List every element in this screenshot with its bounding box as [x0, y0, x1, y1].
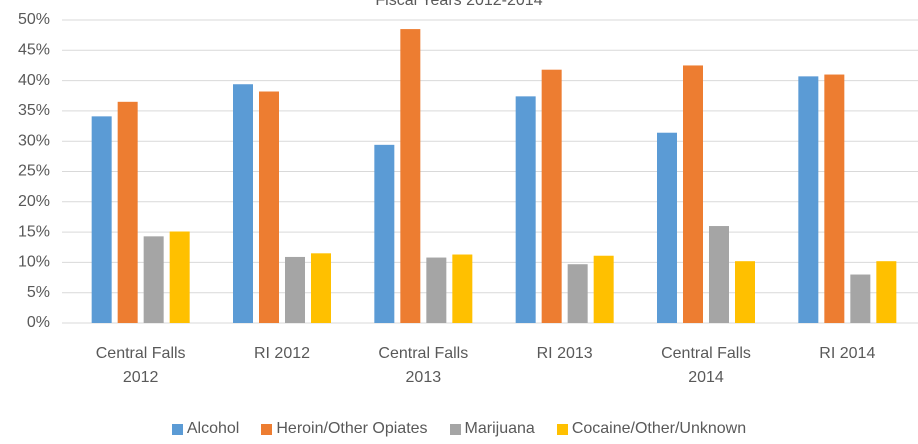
y-tick-label: 50% [18, 11, 50, 28]
x-tick-label: RI 2014 [819, 345, 876, 362]
bar [657, 132, 677, 323]
y-tick-label: 20% [18, 193, 50, 210]
bar [683, 65, 703, 323]
bar [709, 226, 729, 323]
bar [515, 96, 536, 323]
x-tick-label: RI 2013 [536, 345, 593, 362]
bar [452, 254, 473, 323]
bar [259, 91, 279, 324]
bar [876, 261, 897, 323]
bar [285, 256, 305, 323]
legend-swatch [261, 423, 273, 435]
y-tick-label: 25% [18, 163, 50, 180]
bar [824, 74, 845, 323]
bar [143, 236, 164, 323]
bar [541, 69, 562, 323]
y-tick-label: 5% [27, 284, 50, 301]
x-tick-label: Central Falls 2013 [378, 345, 469, 386]
y-tick-label: 10% [18, 254, 50, 271]
bar [735, 261, 755, 323]
y-tick-label: 45% [18, 42, 50, 59]
bar [593, 255, 614, 323]
bar [798, 76, 819, 323]
bar [426, 257, 447, 323]
y-tick-label: 35% [18, 102, 50, 119]
legend-label: Heroin/Other Opiates [276, 420, 428, 437]
legend-item: Marijuana [449, 420, 535, 438]
legend: Alcohol Heroin/Other Opiates Marijuana Coca… [0, 420, 918, 438]
legend-item: Cocaine/Other/Unknown [556, 420, 747, 438]
legend-swatch [449, 423, 461, 435]
legend-swatch [171, 423, 183, 435]
bar [311, 253, 331, 323]
bar [567, 264, 588, 323]
y-tick-label: 30% [18, 132, 50, 149]
legend-label: Cocaine/Other/Unknown [571, 420, 747, 437]
legend-item: Alcohol [171, 420, 240, 438]
bar [169, 231, 190, 323]
bar [400, 29, 421, 324]
bar [233, 84, 253, 324]
bar [850, 274, 871, 323]
legend-item: Heroin/Other Opiates [261, 420, 428, 438]
bar [117, 101, 138, 323]
x-tick-label: Central Falls 2014 [661, 345, 751, 386]
x-tick-label: RI 2012 [253, 345, 311, 362]
x-tick-label: Central Falls 2012 [95, 345, 186, 386]
legend-label: Alcohol [186, 420, 240, 437]
y-tick-label: 15% [18, 223, 50, 240]
legend-label: Marijuana [464, 420, 535, 437]
bar [374, 144, 395, 323]
bar [91, 116, 112, 323]
chart-title: Fiscal Years 2012-2014 [375, 0, 542, 9]
y-tick-label: 0% [27, 314, 50, 331]
legend-swatch [556, 423, 568, 435]
y-tick-label: 40% [18, 72, 50, 89]
